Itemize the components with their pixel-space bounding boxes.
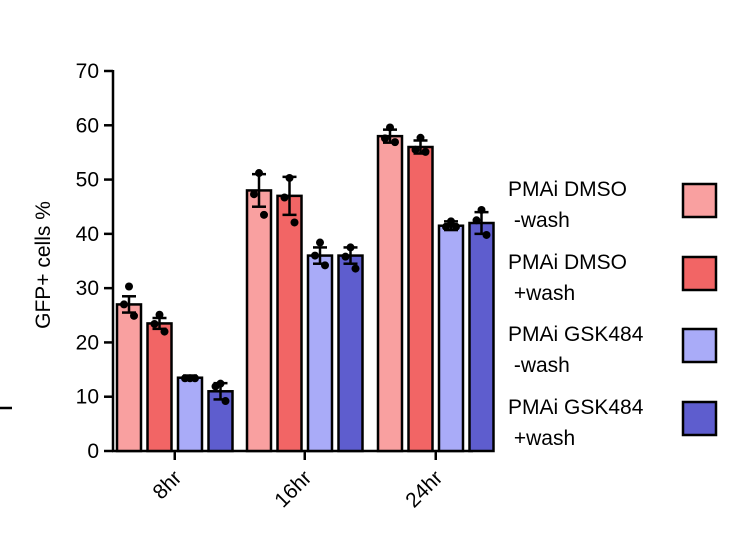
- data-point: [416, 133, 425, 142]
- data-point: [150, 319, 159, 328]
- data-point: [341, 252, 350, 261]
- bar: [376, 134, 404, 453]
- data-point: [250, 190, 258, 199]
- y-tick-label: 70: [76, 60, 99, 83]
- chart-bars: [115, 123, 495, 453]
- data-point: [421, 147, 430, 156]
- data-point: [260, 210, 268, 219]
- bar: [437, 224, 465, 453]
- data-point: [386, 123, 394, 132]
- data-point: [316, 238, 324, 247]
- y-tick-label: 40: [76, 223, 99, 246]
- legend-label: PMAi GSK484 -wash: [508, 323, 644, 377]
- x-tick-label: 16hr: [270, 466, 316, 512]
- bar: [115, 303, 143, 453]
- data-point: [155, 310, 164, 319]
- data-point: [477, 205, 486, 214]
- data-point: [211, 382, 220, 391]
- data-point: [221, 397, 230, 406]
- y-tick-label: 20: [76, 331, 99, 354]
- legend-swatch: [681, 327, 718, 364]
- data-point: [351, 264, 360, 273]
- data-point: [411, 145, 420, 154]
- data-point: [321, 261, 329, 270]
- chart-legend: PMAi DMSO -wash PMAi DMSO +wash PMAi GSK48…: [508, 178, 718, 450]
- data-point: [120, 300, 128, 309]
- data-point: [346, 243, 355, 252]
- data-point: [191, 374, 199, 383]
- data-point: [160, 327, 169, 336]
- data-point: [381, 134, 389, 143]
- y-tick-label: 60: [76, 114, 99, 137]
- data-point: [290, 218, 299, 227]
- x-tick-label: 24hr: [401, 466, 447, 512]
- data-point: [280, 193, 289, 202]
- data-point: [452, 222, 460, 231]
- data-point: [255, 169, 263, 178]
- data-point: [442, 222, 450, 231]
- bar: [146, 322, 173, 453]
- y-tick-label: 0: [87, 440, 99, 463]
- bar: [306, 254, 334, 453]
- bar: [407, 145, 434, 453]
- data-point: [447, 217, 455, 226]
- bar: [276, 194, 303, 453]
- legend-swatch: [681, 255, 718, 292]
- y-axis-label: GFP+ cells %: [32, 201, 55, 329]
- data-point: [125, 282, 133, 291]
- data-point: [311, 251, 319, 260]
- legend-label: PMAi DMSO -wash: [508, 178, 627, 232]
- y-tick-label: 10: [76, 386, 99, 409]
- x-tick-label: 8hr: [149, 466, 187, 504]
- data-point: [181, 374, 189, 383]
- bar: [468, 221, 495, 453]
- bar: [245, 189, 273, 453]
- legend-swatch: [681, 182, 718, 219]
- data-point: [472, 216, 481, 225]
- bar: [176, 376, 204, 453]
- data-point: [482, 230, 491, 239]
- data-point: [391, 138, 399, 147]
- legend-label: PMAi GSK484 +wash: [508, 396, 644, 450]
- legend-swatch: [681, 400, 718, 437]
- bar: [337, 254, 364, 453]
- legend-label: PMAi DMSO +wash: [508, 251, 627, 305]
- y-tick-label: 30: [76, 277, 99, 300]
- data-point: [285, 173, 294, 182]
- y-tick-label: 50: [76, 169, 99, 192]
- data-point: [130, 311, 138, 320]
